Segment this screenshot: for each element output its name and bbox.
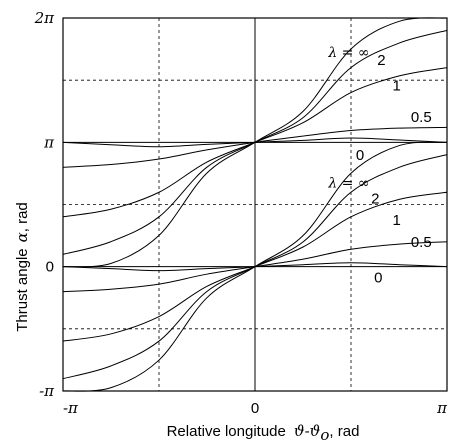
y-tick-label-1: 0: [46, 259, 54, 276]
x-tick-label-1: 0: [251, 400, 259, 417]
series-curves: [62, 17, 448, 392]
curve-label-8: 0.5: [411, 234, 432, 251]
x-tick-label-0: -π: [63, 399, 79, 417]
curve-label-3: 0.5: [411, 109, 432, 126]
curve-label-7: 1: [393, 212, 401, 229]
curve-label-4: 0: [356, 147, 364, 164]
x-axis-label: Relative longitude ϑ-ϑo, rad: [167, 422, 360, 443]
y-tick-label-3: 2π: [34, 9, 56, 27]
series-lower-9: [62, 262, 448, 272]
y-axis-label: Thrust angleα, rad: [13, 202, 31, 332]
plot-frame: [62, 17, 448, 392]
curve-label-9: 0: [374, 269, 382, 286]
curve-label-5: λ = ∞: [327, 176, 369, 192]
y-tick-label-2: π: [43, 133, 55, 151]
series-upper-4: [62, 137, 448, 148]
y-tick-label-0: -π: [39, 382, 55, 400]
curve-label-6: 2: [371, 190, 379, 207]
x-tick-label-2: π: [436, 399, 448, 417]
curve-labels: λ = ∞ 210.50λ = ∞210.50: [327, 45, 431, 287]
grid-lines: [63, 18, 447, 391]
tick-labels: -π 0 π 2π -π 0 π: [34, 9, 449, 417]
curve-label-0: λ = ∞: [327, 45, 369, 61]
curve-label-2: 1: [393, 78, 401, 95]
curve-label-1: 2: [377, 52, 385, 69]
